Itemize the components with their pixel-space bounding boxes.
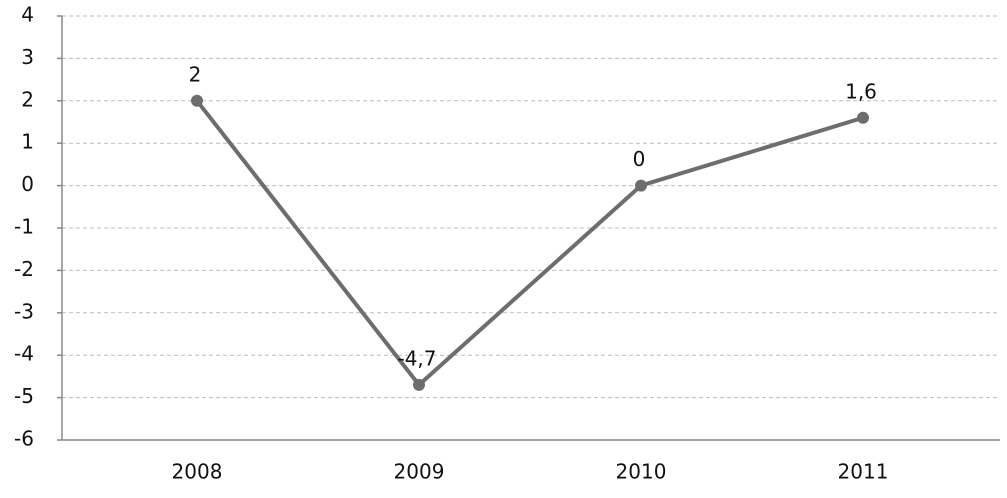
point xyxy=(191,94,203,107)
y-tick-label: 2 xyxy=(21,87,34,111)
y-tick-label: -2 xyxy=(14,257,34,281)
point xyxy=(857,111,869,124)
x-tick-label: 2010 xyxy=(616,460,667,484)
value-label: 0 xyxy=(633,147,646,171)
y-tick-label: 3 xyxy=(21,45,34,69)
point xyxy=(635,179,647,192)
point xyxy=(413,378,425,391)
y-tick-label: -1 xyxy=(14,215,34,239)
x-tick-label: 2011 xyxy=(838,460,889,484)
y-tick-label: -4 xyxy=(14,342,34,366)
y-tick-label: -3 xyxy=(14,299,34,323)
y-tick-label: 0 xyxy=(21,172,34,196)
line xyxy=(195,99,864,387)
value-label: 1,6 xyxy=(845,79,877,103)
y-tick-label: -6 xyxy=(14,427,34,451)
value-label: 2 xyxy=(189,62,202,86)
x-tick-label: 2009 xyxy=(394,460,445,484)
value-label: -4,7 xyxy=(397,346,436,370)
x-tick-label: 2008 xyxy=(172,460,223,484)
y-tick-label: 4 xyxy=(21,3,34,27)
y-tick-label: 1 xyxy=(21,130,34,154)
y-tick-label: -5 xyxy=(14,384,34,408)
